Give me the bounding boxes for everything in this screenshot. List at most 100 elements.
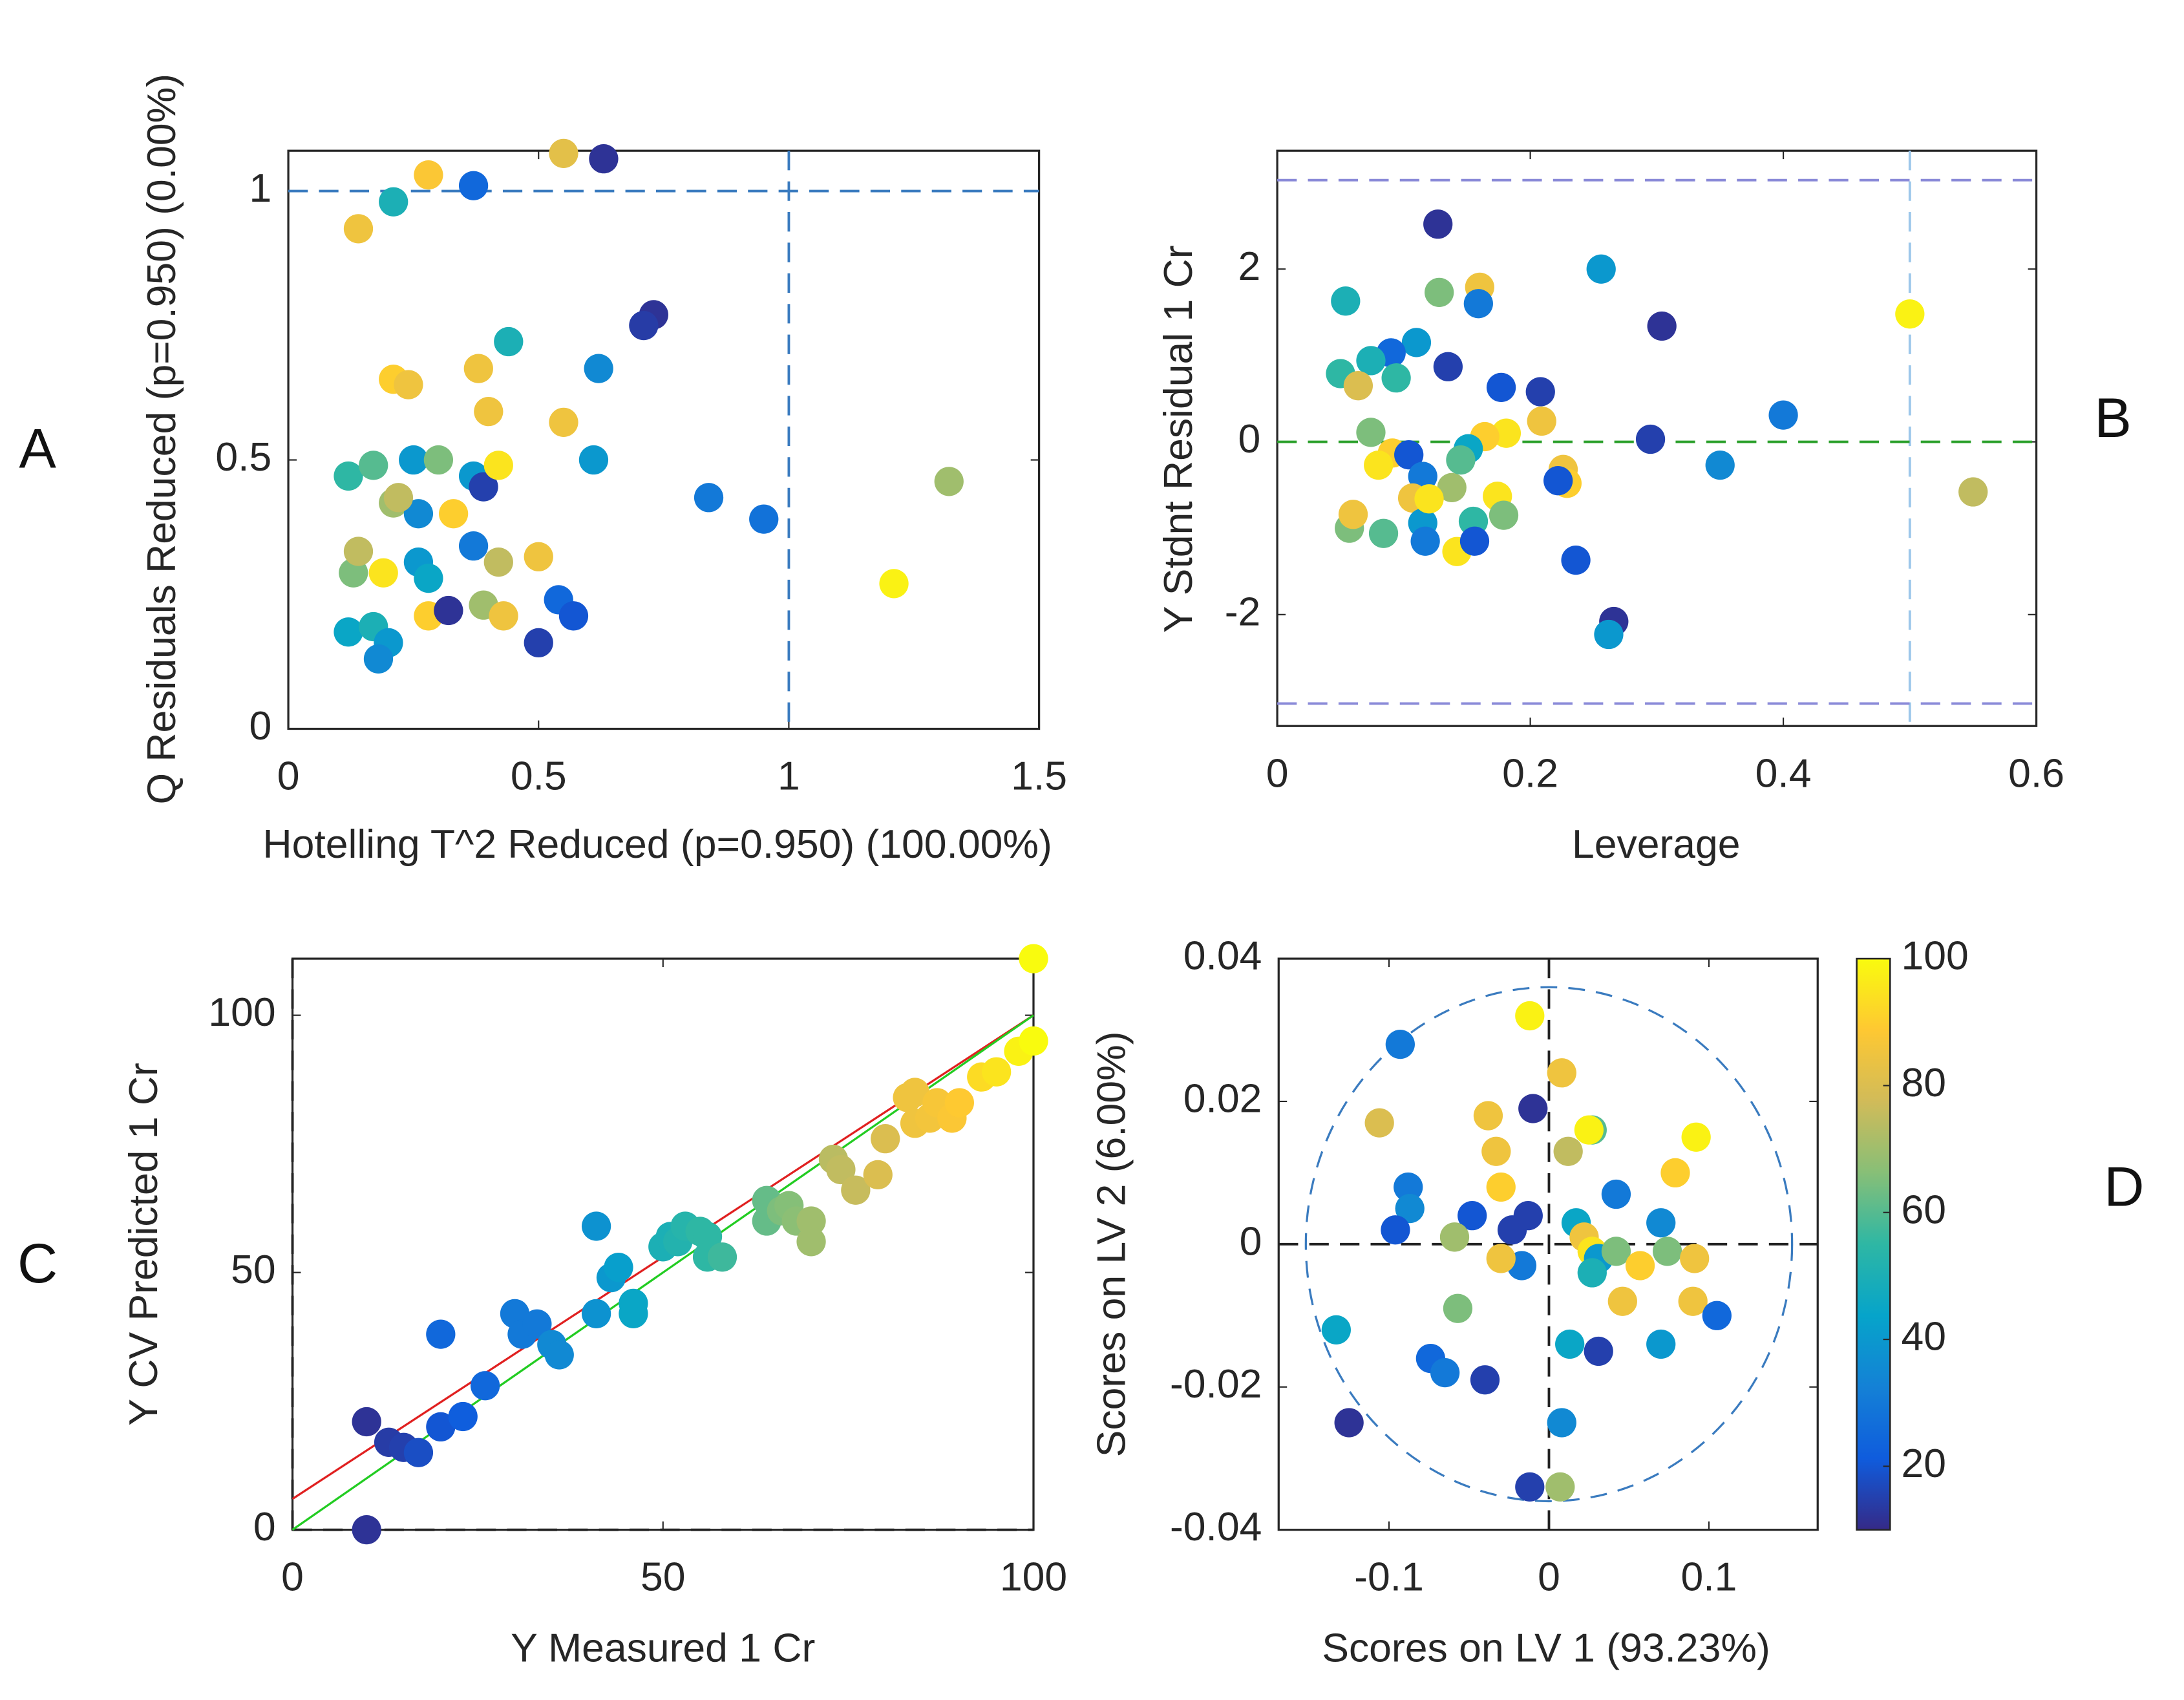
point	[438, 499, 469, 529]
point	[1394, 440, 1424, 470]
point	[1356, 346, 1386, 376]
point	[1381, 363, 1411, 393]
y-tick-label: 0.04	[1183, 933, 1262, 979]
x-axis-label: Hotelling T^2 Reduced (p=0.950) (100.00%…	[262, 822, 1052, 867]
point	[1681, 1122, 1711, 1152]
point	[426, 1319, 456, 1349]
colorbar	[1856, 957, 1891, 1531]
point	[426, 1412, 456, 1442]
point	[334, 461, 363, 491]
point	[1518, 1094, 1548, 1123]
x-axis-label: Leverage	[1572, 822, 1741, 867]
point	[1574, 1115, 1604, 1145]
point	[900, 1078, 930, 1107]
point	[352, 1515, 381, 1545]
colorbar-tick-label: 60	[1902, 1187, 1947, 1232]
point	[692, 1222, 723, 1251]
point	[982, 1057, 1012, 1087]
point	[1401, 328, 1432, 357]
point	[1527, 406, 1556, 436]
point	[343, 537, 374, 566]
x-tick-label: 0.1	[1681, 1555, 1737, 1600]
point	[1680, 1244, 1710, 1273]
point	[1331, 286, 1361, 316]
point	[1547, 1408, 1576, 1438]
point	[1625, 1251, 1655, 1280]
point	[619, 1299, 648, 1328]
point	[458, 531, 489, 561]
point	[458, 171, 489, 200]
y-tick-label: 50	[231, 1247, 276, 1292]
point	[1678, 1286, 1708, 1316]
y-tick-label: 0	[1238, 416, 1260, 462]
point	[944, 1088, 974, 1118]
point	[1513, 1201, 1543, 1231]
point	[522, 1309, 552, 1339]
point	[826, 1154, 856, 1185]
x-tick-label: 0.5	[511, 754, 567, 799]
point	[581, 1299, 611, 1328]
x-axis-label: Scores on LV 1 (93.23%)	[1322, 1626, 1770, 1671]
point	[379, 187, 408, 217]
y-axis-label: Y CV Predicted 1 Cr	[121, 1063, 166, 1425]
point	[399, 445, 429, 475]
colorbar-tick-label: 100	[1902, 933, 1969, 979]
point	[463, 354, 493, 383]
point	[1470, 1365, 1500, 1395]
point	[1647, 311, 1677, 341]
y-tick-label: -2	[1225, 589, 1261, 634]
point	[1433, 352, 1463, 381]
point	[470, 1371, 500, 1401]
x-axis-label: Y Measured 1 Cr	[511, 1626, 815, 1671]
point	[1459, 526, 1490, 556]
point	[1430, 1358, 1460, 1388]
panel-label: D	[2104, 1156, 2144, 1218]
y-tick-label: 0.02	[1183, 1076, 1262, 1121]
point	[1443, 1293, 1473, 1323]
point	[483, 451, 513, 480]
point	[934, 467, 964, 496]
x-tick-label: 0	[281, 1555, 304, 1600]
x-tick-label: 0.2	[1502, 750, 1558, 796]
point	[1395, 1194, 1425, 1224]
point	[1635, 424, 1666, 454]
point	[1594, 619, 1624, 650]
y-tick-label: 1	[249, 165, 271, 211]
point	[414, 160, 443, 190]
point	[796, 1206, 826, 1236]
point	[863, 1160, 893, 1190]
y-tick-label: 0	[253, 1504, 276, 1549]
point	[1547, 1058, 1576, 1088]
point	[1491, 418, 1521, 448]
point	[558, 601, 589, 631]
point	[1515, 1001, 1545, 1031]
point	[1545, 1472, 1575, 1502]
x-tick-label: 0	[1266, 750, 1289, 796]
y-tick-label: 2	[1238, 244, 1260, 289]
point	[589, 144, 619, 174]
point	[1555, 1329, 1585, 1359]
point	[544, 1340, 574, 1370]
point	[368, 558, 398, 588]
point	[796, 1227, 826, 1257]
point	[749, 504, 779, 534]
point	[1425, 277, 1454, 307]
point	[1958, 477, 1988, 507]
panel-label: A	[19, 418, 56, 480]
point	[1486, 372, 1516, 402]
point	[1577, 1258, 1607, 1288]
point	[1394, 1172, 1423, 1202]
x-tick-label: 1	[778, 754, 800, 799]
y-tick-label: 0	[1240, 1218, 1262, 1264]
y-tick-label: 100	[208, 990, 275, 1035]
y-axis-label: Y Stdnt Residual 1 Cr	[1156, 245, 1201, 633]
point	[1586, 254, 1616, 284]
point	[494, 326, 524, 357]
point	[1439, 1222, 1470, 1252]
point	[1525, 377, 1555, 407]
point	[434, 595, 463, 626]
point	[1458, 1201, 1487, 1231]
point	[1553, 1136, 1583, 1166]
point	[423, 445, 454, 475]
x-tick-label: -0.1	[1354, 1555, 1424, 1600]
